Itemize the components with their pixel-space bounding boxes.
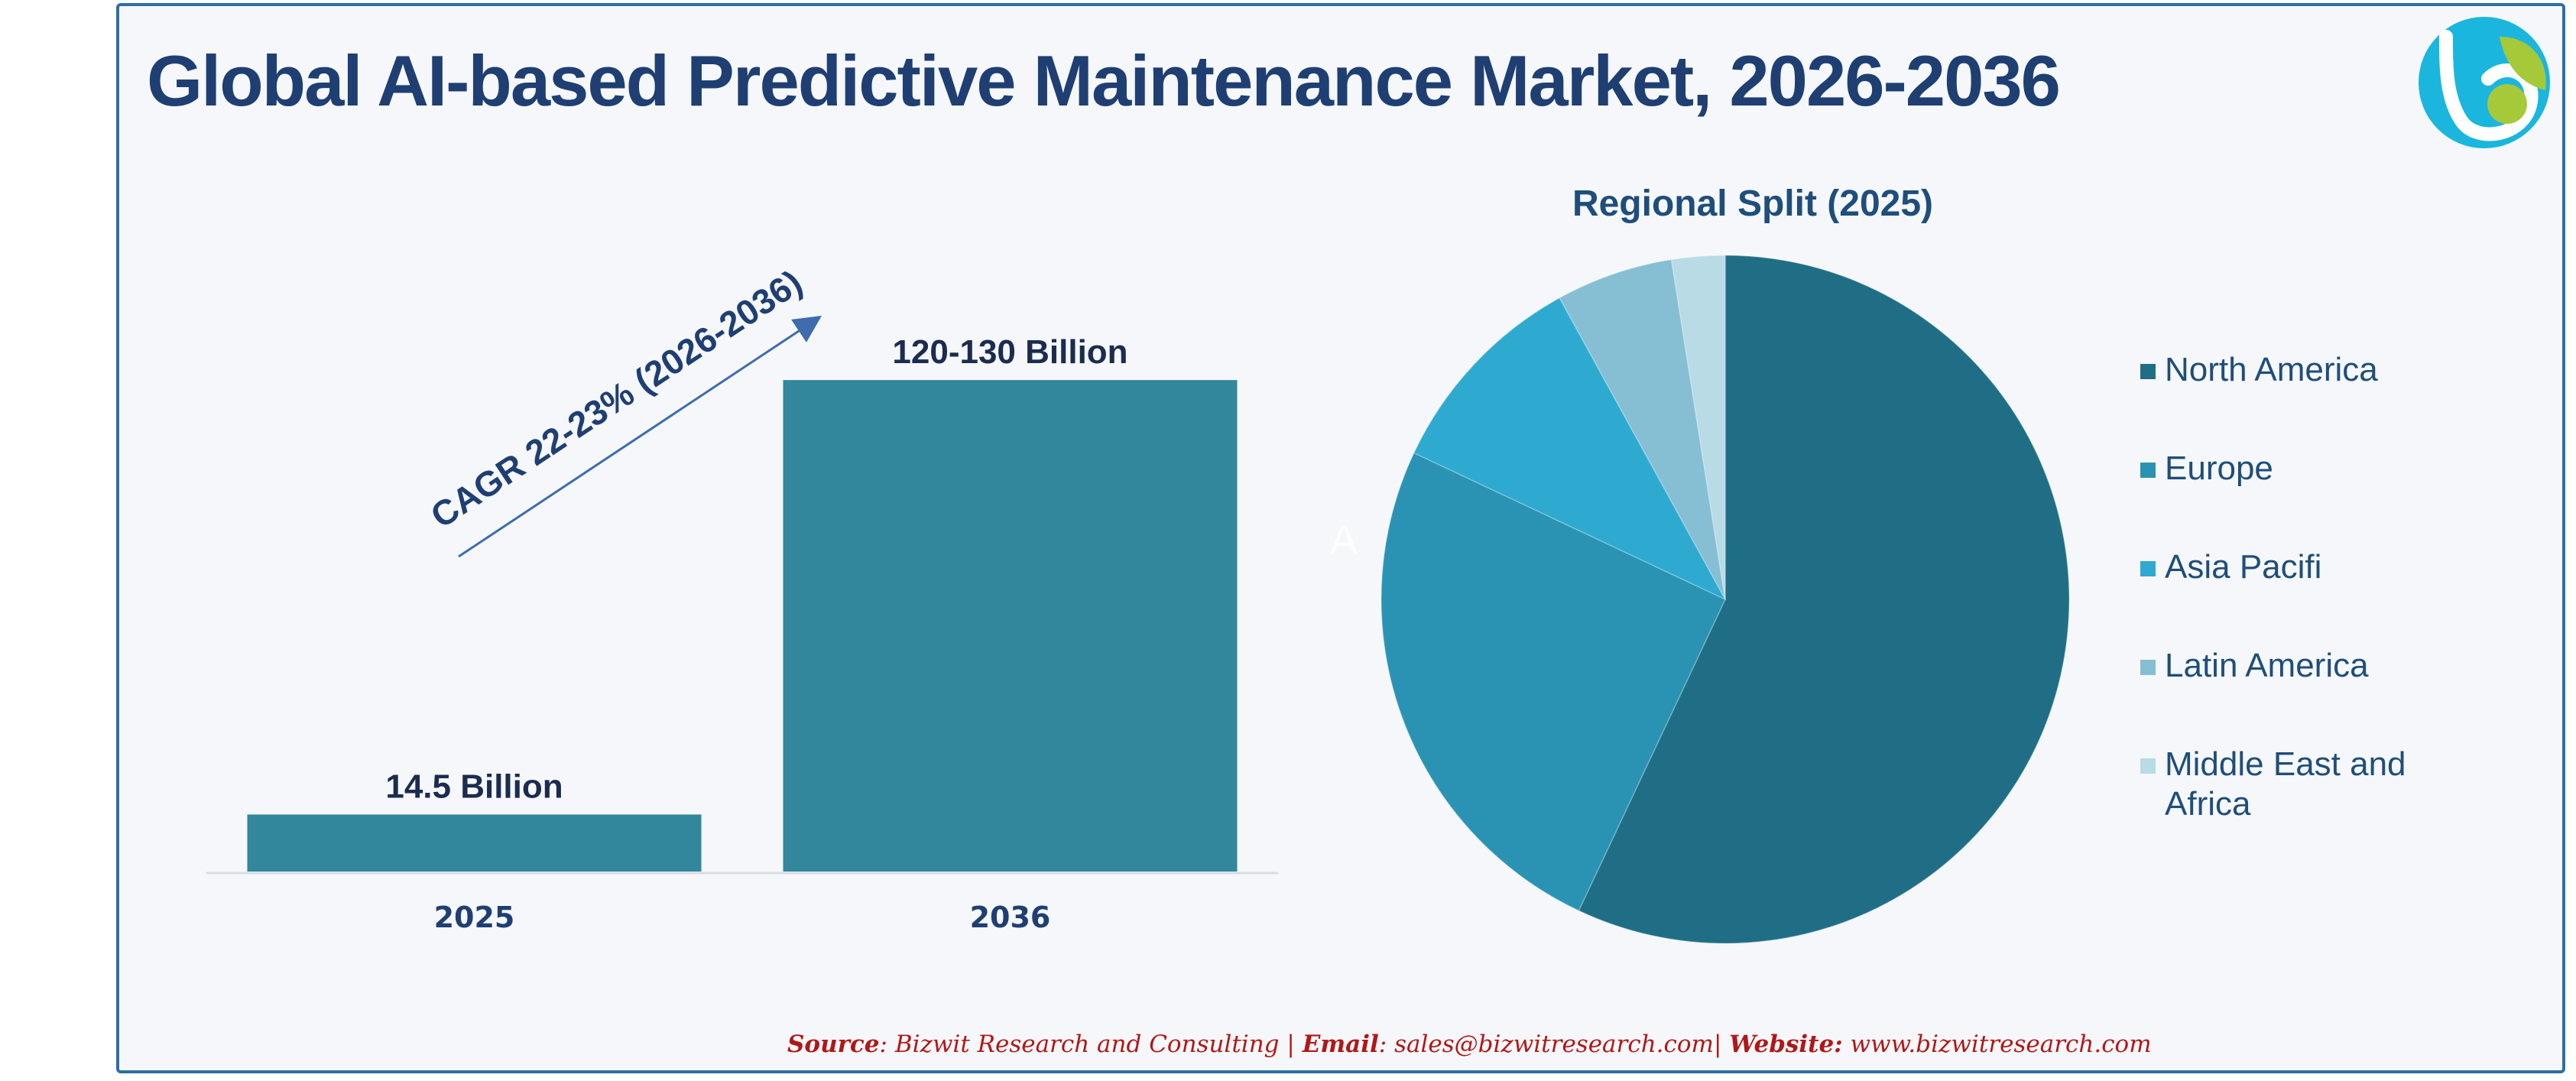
legend-swatch-asia-pacifi bbox=[2140, 561, 2156, 576]
legend-label-north-america: North America bbox=[2165, 351, 2378, 388]
footer-source-label: Source bbox=[787, 1031, 880, 1058]
legend-label-asia-pacifi: Asia Pacifi bbox=[2165, 548, 2321, 586]
legend-swatch-north-america bbox=[2140, 364, 2156, 379]
chart-frame bbox=[116, 3, 2565, 1073]
pie-slice-latin-america bbox=[1559, 258, 1726, 600]
legend-label-europe: Europe bbox=[2165, 450, 2273, 487]
footer-email-value[interactable]: : sales@bizwitresearch.com| bbox=[1378, 1031, 1730, 1058]
bar-2025 bbox=[247, 814, 702, 872]
legend-label-latin-america: Latin America bbox=[2165, 647, 2369, 684]
bar-chart: 14.5 Billion 2025 120-130 Billion 2036 CAGR… bbox=[206, 262, 1278, 934]
bizwit-logo-icon bbox=[2419, 17, 2550, 148]
legend-swatch-europe bbox=[2140, 463, 2156, 478]
legend-swatch-middle-east-and-africa bbox=[2140, 758, 2156, 774]
legend-swatch-latin-america bbox=[2140, 660, 2156, 675]
cagr-arrow bbox=[458, 316, 822, 558]
bar-2036 bbox=[783, 380, 1238, 872]
x-tick-label-2036: 2036 bbox=[970, 901, 1051, 934]
pie-slice-asia-pacifi bbox=[1413, 297, 1727, 601]
bar-data-label-2036: 120-130 Billion bbox=[892, 333, 1127, 371]
footer-email-label: Email bbox=[1302, 1031, 1379, 1058]
pie-chart: Regional Split (2025) A North America Eur… bbox=[1329, 183, 2406, 944]
legend-label-middle-east-and-africa: Middle East and Africa bbox=[2165, 745, 2406, 823]
pie-legend: North America Europe Asia Pacifi Latin Amer… bbox=[2140, 351, 2406, 823]
pie-slice-middle-east-and-africa bbox=[1670, 255, 1726, 600]
bar-data-label-2025: 14.5 Billion bbox=[385, 768, 563, 805]
pie-stray-label: A bbox=[1329, 515, 1358, 563]
footer-website-value[interactable]: www.bizwitresearch.com bbox=[1842, 1031, 2152, 1058]
pie-slice-europe bbox=[1380, 452, 1726, 912]
x-tick-label-2025: 2025 bbox=[434, 901, 515, 934]
pie-chart-title: Regional Split (2025) bbox=[1572, 183, 1933, 224]
cagr-annotation: CAGR 22-23% (2026-2036) bbox=[423, 262, 809, 536]
pie-slice-north-america bbox=[1578, 255, 2070, 944]
page-title: Global AI-based Predictive Maintenance M… bbox=[147, 41, 2061, 121]
footer-website-label: Website: bbox=[1729, 1031, 1843, 1058]
footer-source-value: : Bizwit Research and Consulting | bbox=[879, 1031, 1303, 1058]
footer-source: Source: Bizwit Research and Consulting |… bbox=[787, 1031, 2152, 1058]
